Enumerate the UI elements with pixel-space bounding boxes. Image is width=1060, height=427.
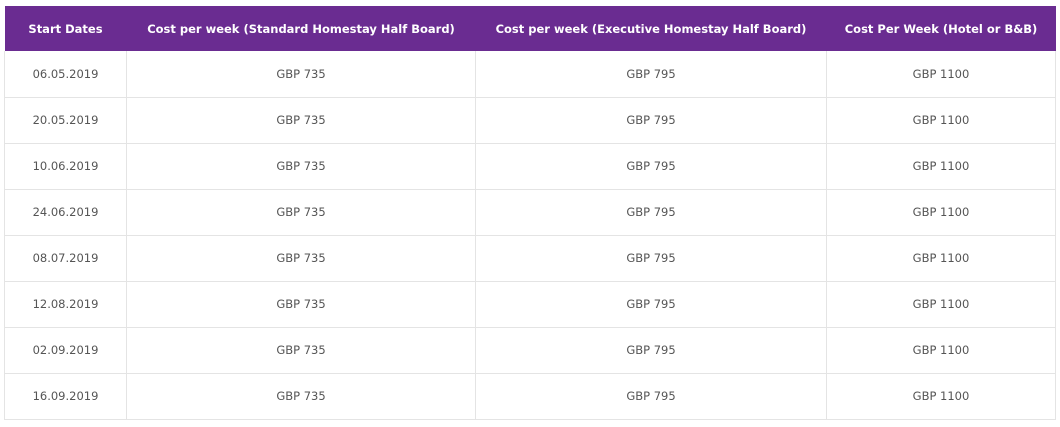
standard-cost-cell: GBP 735 [126, 51, 476, 98]
hotel-cost-cell: GBP 1100 [826, 51, 1056, 98]
header-start-dates: Start Dates [28, 21, 103, 36]
table-row: 16.09.2019 GBP 735 GBP 795 GBP 1100 [4, 373, 1056, 420]
hotel-cost-cell: GBP 1100 [826, 373, 1056, 420]
start-date-cell: 02.09.2019 [4, 327, 127, 374]
executive-cost-cell: GBP 795 [475, 281, 827, 328]
executive-cost-cell: GBP 795 [475, 235, 827, 282]
header-executive-homestay: Cost per week (Executive Homestay Half B… [495, 21, 807, 36]
start-date-cell: 06.05.2019 [4, 51, 127, 98]
start-date-cell: 12.08.2019 [4, 281, 127, 328]
table-row: 06.05.2019 GBP 735 GBP 795 GBP 1100 [4, 51, 1056, 98]
header-hotel-bnb: Cost Per Week (Hotel or B&B) [844, 21, 1038, 36]
standard-cost-cell: GBP 735 [126, 281, 476, 328]
table-row: 02.09.2019 GBP 735 GBP 795 GBP 1100 [4, 327, 1056, 374]
hotel-cost-cell: GBP 1100 [826, 97, 1056, 144]
table-header: Start Dates Cost per week (Standard Home… [4, 6, 1056, 51]
hotel-cost-cell: GBP 1100 [826, 235, 1056, 282]
standard-cost-cell: GBP 735 [126, 373, 476, 420]
hotel-cost-cell: GBP 1100 [826, 143, 1056, 190]
start-date-cell: 16.09.2019 [4, 373, 127, 420]
hotel-cost-cell: GBP 1100 [826, 327, 1056, 374]
table-body: 06.05.2019 GBP 735 GBP 795 GBP 1100 20.0… [4, 51, 1056, 420]
header-row: Start Dates Cost per week (Standard Home… [4, 6, 1056, 51]
standard-cost-cell: GBP 735 [126, 143, 476, 190]
price-table: Start Dates Cost per week (Standard Home… [4, 6, 1056, 420]
table-row: 08.07.2019 GBP 735 GBP 795 GBP 1100 [4, 235, 1056, 282]
standard-cost-cell: GBP 735 [126, 235, 476, 282]
table-row: 20.05.2019 GBP 735 GBP 795 GBP 1100 [4, 97, 1056, 144]
table-row: 12.08.2019 GBP 735 GBP 795 GBP 1100 [4, 281, 1056, 328]
standard-cost-cell: GBP 735 [126, 327, 476, 374]
start-date-cell: 10.06.2019 [4, 143, 127, 190]
executive-cost-cell: GBP 795 [475, 143, 827, 190]
executive-cost-cell: GBP 795 [475, 189, 827, 236]
executive-cost-cell: GBP 795 [475, 327, 827, 374]
start-date-cell: 08.07.2019 [4, 235, 127, 282]
start-date-cell: 20.05.2019 [4, 97, 127, 144]
hotel-cost-cell: GBP 1100 [826, 281, 1056, 328]
executive-cost-cell: GBP 795 [475, 51, 827, 98]
table-row: 10.06.2019 GBP 735 GBP 795 GBP 1100 [4, 143, 1056, 190]
price-table-container: Start Dates Cost per week (Standard Home… [4, 6, 1056, 420]
header-standard-homestay: Cost per week (Standard Homestay Half Bo… [147, 21, 455, 36]
table-row: 24.06.2019 GBP 735 GBP 795 GBP 1100 [4, 189, 1056, 236]
hotel-cost-cell: GBP 1100 [826, 189, 1056, 236]
start-date-cell: 24.06.2019 [4, 189, 127, 236]
standard-cost-cell: GBP 735 [126, 189, 476, 236]
standard-cost-cell: GBP 735 [126, 97, 476, 144]
executive-cost-cell: GBP 795 [475, 97, 827, 144]
executive-cost-cell: GBP 795 [475, 373, 827, 420]
